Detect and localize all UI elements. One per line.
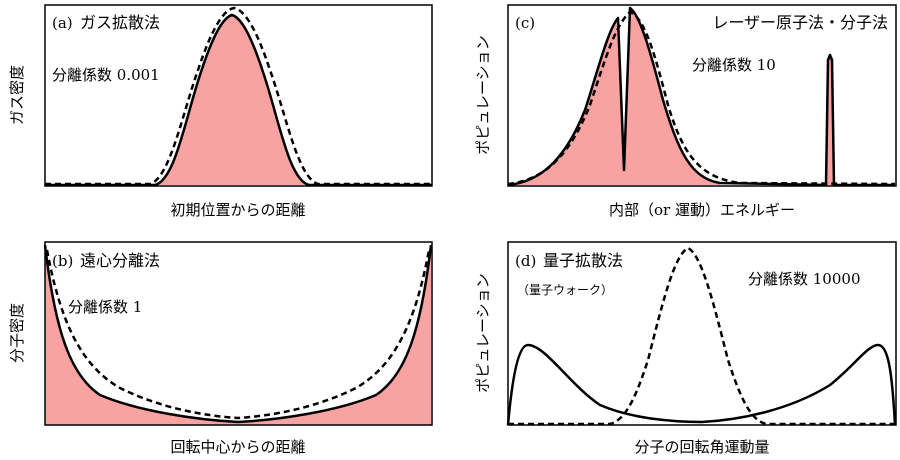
panel-a-title: ガス拡散法 bbox=[80, 13, 160, 32]
panel-d: (d) 量子拡散法 （量子ウォーク） 分離係数 10000 分子の回転角運動量 … bbox=[474, 241, 897, 456]
panel-d-title: 量子拡散法 bbox=[543, 251, 623, 270]
panel-c-frame bbox=[507, 4, 897, 187]
panel-a-ylabel: ガス密度 bbox=[8, 65, 26, 125]
panel-c-filled-main-peak bbox=[508, 8, 720, 185]
panel-b-frame bbox=[44, 241, 433, 426]
panel-c-factor-label: 分離係数 10 bbox=[692, 56, 776, 74]
panel-c: (c) レーザー原子法・分子法 分離係数 10 内部（or 運動）エネルギー ポ… bbox=[474, 4, 897, 219]
panel-b: (b) 遠心分離法 分離係数 1 回転中心からの距離 分子密度 bbox=[8, 241, 433, 456]
panel-a-tag: (a) bbox=[52, 14, 73, 32]
panel-b-filled-curve bbox=[45, 245, 431, 425]
panel-a: (a) ガス拡散法 分離係数 0.001 初期位置からの距離 ガス密度 bbox=[8, 4, 433, 219]
panel-b-solid-curve bbox=[43, 244, 433, 424]
panel-d-subtitle: （量子ウォーク） bbox=[517, 283, 613, 297]
panel-d-xlabel: 分子の回転角運動量 bbox=[634, 438, 769, 456]
panel-a-dashed-curve bbox=[45, 6, 432, 186]
panel-d-frame bbox=[507, 241, 897, 426]
panel-c-title: レーザー原子法・分子法 bbox=[712, 13, 888, 32]
panel-b-tag: (b) bbox=[52, 252, 73, 270]
panel-a-factor-label: 分離係数 0.001 bbox=[52, 66, 160, 84]
panel-a-solid-curve bbox=[45, 13, 432, 187]
panel-d-factor-label: 分離係数 10000 bbox=[748, 270, 861, 288]
panel-c-xlabel: 内部（or 運動）エネルギー bbox=[609, 201, 795, 219]
panel-d-ylabel: ポピュレーション bbox=[474, 273, 492, 392]
panel-d-dashed-curve bbox=[508, 246, 895, 426]
panel-b-ylabel: 分子密度 bbox=[8, 303, 26, 363]
panel-c-tag: (c) bbox=[515, 14, 535, 32]
panel-b-factor-label: 分離係数 1 bbox=[68, 298, 142, 316]
panel-d-tag: (d) bbox=[515, 252, 536, 270]
panel-a-frame bbox=[44, 4, 433, 187]
panel-a-xlabel: 初期位置からの距離 bbox=[170, 201, 305, 219]
panel-d-solid-curve bbox=[506, 343, 897, 426]
panel-a-filled-curve bbox=[45, 15, 432, 185]
panel-b-xlabel: 回転中心からの距離 bbox=[170, 438, 305, 456]
panel-b-title: 遠心分離法 bbox=[80, 251, 160, 270]
panel-b-dashed-curve bbox=[45, 249, 431, 420]
panel-c-solid-curve bbox=[507, 6, 895, 187]
panel-c-ylabel: ポピュレーション bbox=[474, 35, 492, 154]
panel-c-dashed-curve bbox=[507, 10, 896, 186]
